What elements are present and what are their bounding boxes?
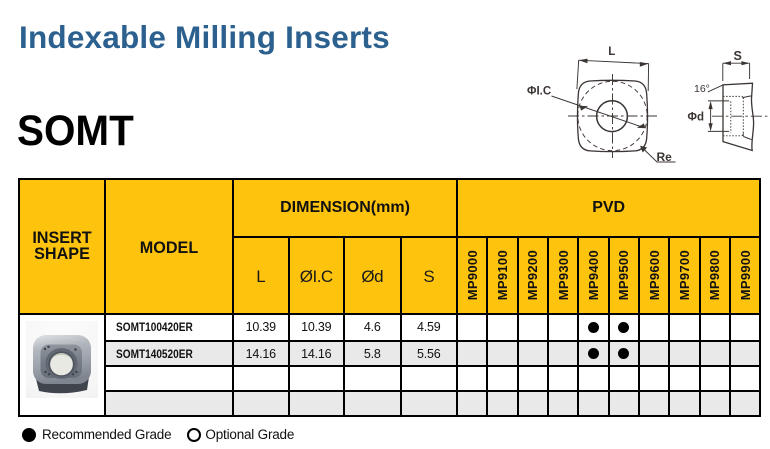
svg-text:L: L <box>608 46 615 58</box>
svg-text:Φd: Φd <box>688 112 704 124</box>
svg-text:S: S <box>734 49 742 63</box>
svg-text:16°: 16° <box>694 83 710 95</box>
svg-text:Re: Re <box>657 150 673 164</box>
svg-text:ΦI.C: ΦI.C <box>527 86 551 98</box>
